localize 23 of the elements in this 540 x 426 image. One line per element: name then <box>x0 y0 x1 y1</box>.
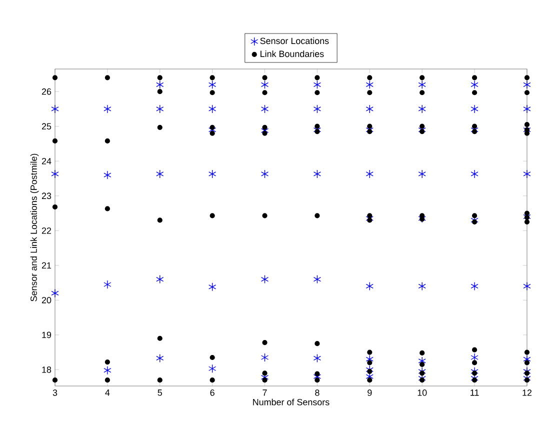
y-tick-label: 21 <box>42 262 52 269</box>
y-tick-label: 25 <box>42 123 52 130</box>
x-tick-label: 10 <box>418 390 427 396</box>
legend-label: Sensor Locations <box>260 37 329 44</box>
y-axis-title: Sensor and Link Locations (Postmile) <box>30 154 39 302</box>
y-tick-label: 22 <box>42 227 52 234</box>
x-tick-label: 5 <box>158 390 162 396</box>
y-tick-label: 26 <box>42 88 52 95</box>
y-tick-label: 19 <box>42 332 52 338</box>
x-tick-label: 8 <box>315 390 320 396</box>
x-tick-label: 11 <box>470 390 479 396</box>
y-tick-label: 20 <box>42 296 52 304</box>
y-tick-label: 18 <box>42 366 52 373</box>
x-tick-label: 9 <box>368 390 372 396</box>
y-tick-label: 23 <box>42 192 52 200</box>
x-tick-label: 7 <box>262 390 267 396</box>
x-tick-label: 4 <box>105 390 110 396</box>
x-tick-label: 3 <box>52 390 58 396</box>
y-tick-label: 24 <box>42 158 52 164</box>
x-axis-title: Number of Sensors <box>253 398 330 406</box>
x-tick-label: 12 <box>522 390 532 396</box>
x-tick-label: 6 <box>210 390 214 396</box>
legend-label: Link Boundaries <box>260 50 324 58</box>
